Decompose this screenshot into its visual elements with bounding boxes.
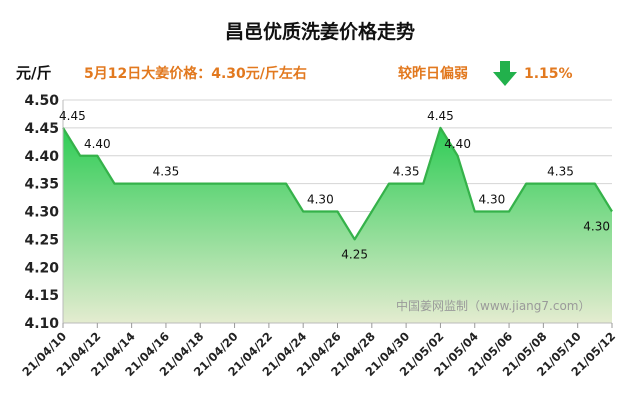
- data-label: 4.30: [479, 193, 506, 207]
- chart-title: 昌邑优质洗姜价格走势: [225, 20, 415, 43]
- data-label: 4.30: [307, 193, 334, 207]
- y-tick-label: 4.25: [24, 232, 59, 248]
- y-axis-unit: 元/斤: [16, 64, 51, 82]
- data-label: 4.45: [59, 109, 86, 123]
- data-label: 4.30: [583, 220, 610, 234]
- y-tick-label: 4.20: [24, 260, 59, 276]
- data-label: 4.35: [153, 165, 180, 179]
- y-tick-label: 4.30: [24, 205, 59, 221]
- y-tick-label: 4.35: [24, 177, 59, 193]
- compare-note: 较昨日偏弱: [398, 65, 468, 82]
- data-label: 4.35: [547, 165, 574, 179]
- price-area: [63, 127, 612, 323]
- change-percent: 1.15%: [524, 66, 573, 82]
- y-tick-label: 4.10: [24, 316, 59, 332]
- watermark: 中国姜网监制（www.jiang7.com）: [396, 298, 590, 313]
- y-tick-labels: 4.50 4.45 4.40 4.35 4.30 4.25 4.20 4.15 4.10: [24, 93, 59, 332]
- data-label: 4.25: [341, 247, 368, 261]
- data-label: 4.35: [393, 165, 420, 179]
- y-tick-label: 4.45: [24, 121, 59, 137]
- price-note: 5月12日大姜价格：4.30元/斤左右: [84, 65, 307, 82]
- y-tick-label: 4.40: [24, 149, 59, 165]
- arrow-down-icon: [493, 61, 517, 86]
- data-label: 4.40: [444, 137, 471, 151]
- data-label: 4.45: [427, 109, 454, 123]
- data-labels: 4.45 4.40 4.35 4.30 4.25 4.35 4.45 4.40 4.30 4.35…: [59, 109, 610, 262]
- x-tick-labels: 21/04/1021/04/1221/04/1421/04/1621/04/18…: [19, 323, 618, 379]
- data-label: 4.40: [84, 137, 111, 151]
- price-line: [62, 126, 613, 241]
- y-tick-label: 4.50: [24, 93, 59, 109]
- y-tick-label: 4.15: [24, 288, 59, 304]
